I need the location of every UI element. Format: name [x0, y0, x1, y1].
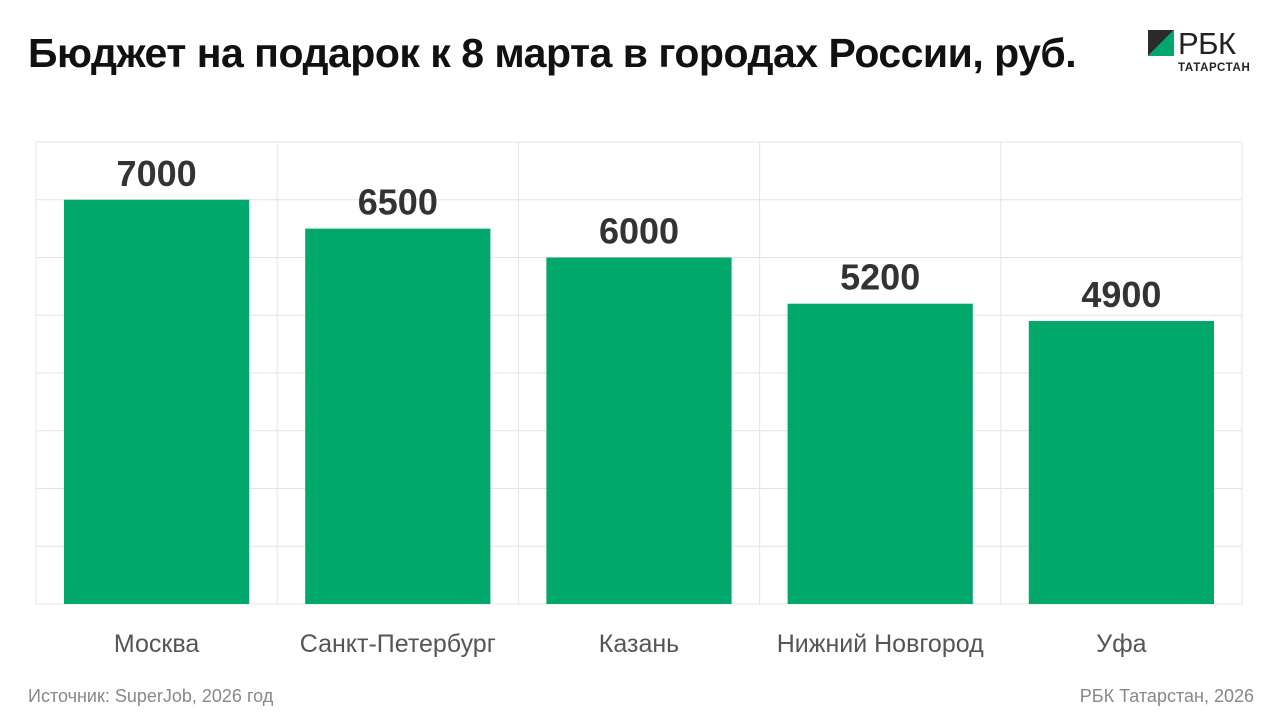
bar	[1028, 321, 1214, 604]
logo-wordmark: РБК	[1178, 26, 1236, 61]
bar-value-label: 4900	[1081, 274, 1161, 315]
chart-data-labels: 7000 6500 6000 5200 4900	[117, 153, 1162, 315]
category-label: Уфа	[1096, 630, 1146, 658]
chart-title: Бюджет на подарок к 8 марта в городах Ро…	[28, 30, 1077, 76]
category-label: Санкт-Петербург	[300, 630, 496, 658]
rbc-logo: РБК ТАТАРСТАН	[1148, 26, 1258, 78]
rbc-logo-mark-icon	[1148, 30, 1174, 56]
bar-value-label: 6000	[599, 211, 679, 252]
bar-value-label: 6500	[358, 182, 438, 223]
bar	[64, 199, 250, 604]
chart-category-labels: Москва Санкт-Петербург Казань Нижний Новгор…	[114, 630, 1147, 658]
chart-bars	[64, 199, 1214, 604]
bar	[305, 228, 491, 604]
credit-note: РБК Татарстан, 2026	[1079, 686, 1254, 706]
source-note: Источник: SuperJob, 2026 год	[28, 686, 274, 706]
category-label: Казань	[599, 630, 679, 658]
bar-value-label: 7000	[117, 153, 197, 194]
logo-subtitle: ТАТАРСТАН	[1178, 62, 1251, 74]
bar-value-label: 5200	[840, 257, 920, 298]
category-label: Москва	[114, 630, 199, 658]
bar	[787, 303, 973, 604]
category-label: Нижний Новгород	[777, 630, 984, 658]
bar	[546, 257, 732, 604]
